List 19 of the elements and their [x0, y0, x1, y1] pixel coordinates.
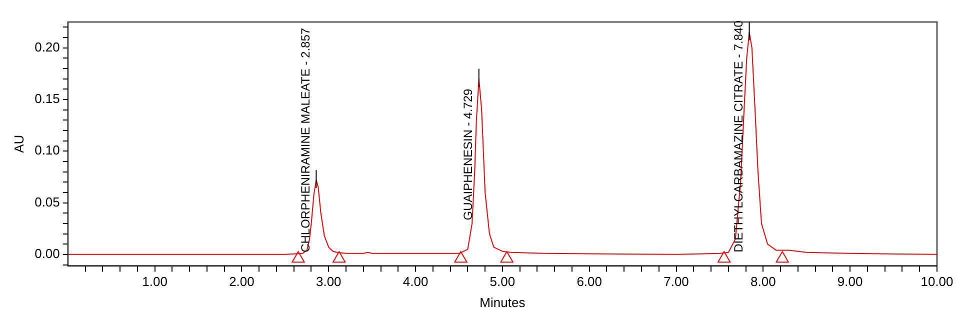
y-tick-label: 0.00 [34, 246, 60, 262]
y-tick-label: 0.05 [34, 194, 60, 210]
x-axis-title: Minutes [480, 294, 526, 310]
x-tick-label: 2.00 [229, 274, 254, 290]
y-tick-label: 0.10 [34, 142, 60, 158]
x-tick-label: 4.00 [402, 274, 428, 290]
annotation: GUAIPHENESIN - 4.729 [461, 88, 476, 220]
annotation: CHLORPHENIRAMINE MALEATE - 2.857 [298, 28, 313, 252]
x-tick-label: 1.00 [142, 274, 168, 290]
x-tick-label: 5.00 [490, 274, 516, 290]
x-tick-label: 3.00 [316, 274, 342, 290]
x-tick-label: 9.00 [837, 274, 863, 290]
y-axis-title: AU [11, 134, 26, 153]
y-tick-label: 0.15 [34, 91, 60, 106]
y-tick-label: 0.20 [34, 39, 60, 54]
x-tick-label: 7.00 [664, 274, 689, 290]
x-tick-label: 10.00 [920, 274, 954, 290]
x-tick-label: 8.00 [750, 274, 776, 290]
x-tick-label: 6.00 [576, 274, 602, 290]
